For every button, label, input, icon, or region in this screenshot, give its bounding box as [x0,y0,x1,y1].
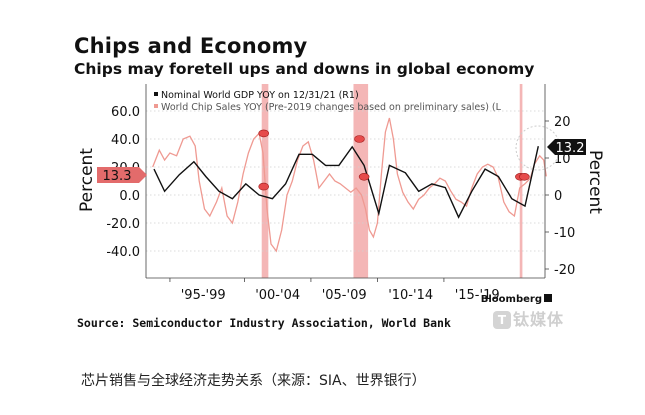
series-line-world-gdp [153,145,539,219]
recession-band-3 [519,84,523,278]
right-tick-label-3: 0 [554,189,562,204]
x-tick-label-5: '15-'19 [455,288,500,303]
series-line-chip-sales [152,117,547,253]
chart-grid [146,110,545,252]
left-tick-label-1: 60.0 [111,105,140,120]
last-value-chip-label: 13.3 [103,169,132,184]
highlight-marker-1 [258,129,270,138]
last-value-gdp-label: 13.2 [556,141,585,156]
left-tick-label-4: 0.0 [119,189,140,204]
highlight-marker-4 [358,173,370,181]
left-tick-label-2: 40.0 [111,133,140,148]
chart-subtitle: Chips may foretell ups and downs in glob… [74,60,535,78]
last-value-flag-chip [97,167,147,183]
watermark: T 钛媒体 [493,308,609,332]
left-tick-label-6: -40.0 [106,245,140,260]
chart-axes: 60.040.020.00.0-20.0-40.020100-10-20'95-… [77,84,605,305]
watermark-text: 钛媒体 [513,310,565,329]
legend-swatch-1 [154,92,158,96]
brand-square-icon [544,294,552,302]
legend-label-2: World Chip Sales YOY (Pre-2019 changes b… [161,102,502,113]
left-tick-label-5: -20.0 [106,217,140,232]
x-tick-label-2: '00-'04 [255,288,300,303]
recession-band-2 [353,84,369,278]
x-tick-label-4: '10-'14 [388,288,433,303]
legend-label-1: Nominal World GDP YOY on 12/31/21 (R1) [161,90,359,101]
highlight-marker-2 [258,182,270,191]
figure-caption: 芯片销售与全球经济走势关系（来源：SIA、世界银行） [81,373,426,389]
x-tick-label-1: '95-'99 [181,288,226,303]
highlight-marker-3 [354,135,365,143]
recession-shading [261,84,523,278]
right-tick-label-5: -20 [554,263,575,278]
right-tick-label-4: -10 [554,226,575,241]
right-tick-label-2: 10 [554,152,571,167]
highlight-marker-6 [519,173,530,181]
x-tick-label-3: '05-'09 [322,288,367,303]
chart-legend: Nominal World GDP YOY on 12/31/21 (R1)Wo… [154,90,502,113]
brand-label: Bloomberg [481,294,542,305]
chart-markers [258,125,561,191]
legend-swatch-2 [154,104,158,108]
right-axis-label: Percent [585,150,605,214]
source-note: Source: Semiconductor Industry Associati… [77,316,451,330]
chart-title: Chips and Economy [74,34,308,58]
left-axis-label: Percent [77,148,97,212]
last-value-flag-gdp [547,139,586,155]
right-tick-label-1: 20 [554,115,571,130]
watermark-logo-icon: T [493,311,511,329]
chart-lines [152,117,547,253]
